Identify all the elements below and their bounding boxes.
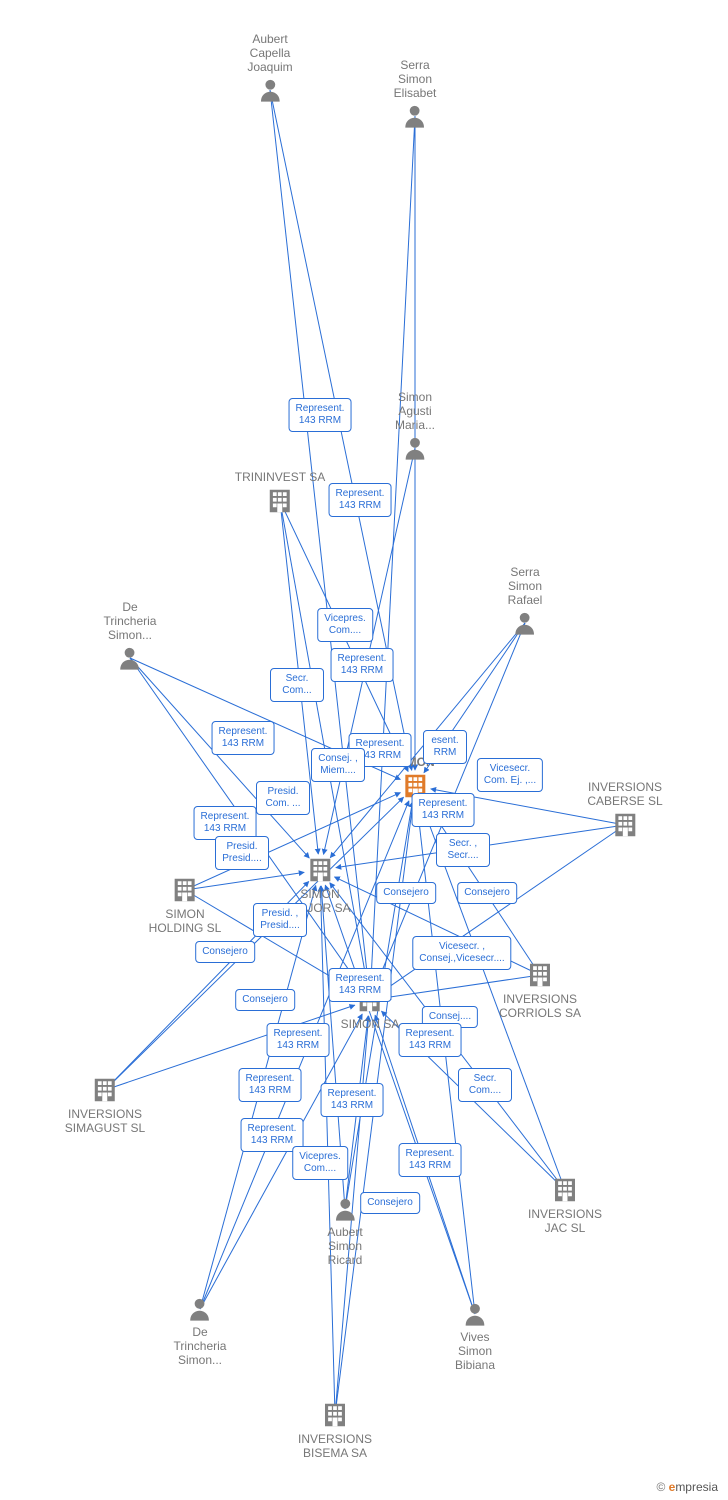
building-icon [528,1175,602,1205]
node-trininvest[interactable]: TRININVEST SA [235,470,325,516]
node-label: DeTrincheriaSimon... [104,600,157,642]
edge-label: Represent.143 RRM [399,1143,462,1177]
node-serra_rafael[interactable]: SerraSimonRafael [508,565,543,637]
node-label: SIMON SA [341,1017,400,1031]
node-simon_agusti[interactable]: SimonAgustiMaria... [395,390,435,462]
node-aubert_joaquim[interactable]: AubertCapellaJoaquim [247,32,292,104]
person-icon [395,434,435,462]
edge-label: Represent.143 RRM [267,1023,330,1057]
edge-label: Secr. ,Secr.... [436,833,490,867]
person-icon [327,1195,362,1223]
edge-label: Consejero [195,941,255,963]
building-icon [289,855,350,885]
node-inversions_bisema[interactable]: INVERSIONSBISEMA SA [298,1400,372,1460]
edge-label: Vicesecr.Com. Ej. ,... [477,758,543,792]
edge-label: Represent.143 RRM [412,793,475,827]
person-icon [247,76,292,104]
node-label: INVERSIONSJAC SL [528,1207,602,1235]
node-label: INVERSIONSBISEMA SA [298,1432,372,1460]
edge-label: Secr.Com... [270,668,324,702]
building-icon [235,486,325,516]
edge-label: Consejero [360,1192,420,1214]
edge-label: Represent.143 RRM [212,721,275,755]
node-label: TRININVEST SA [235,470,325,484]
node-inversions_jac[interactable]: INVERSIONSJAC SL [528,1175,602,1235]
building-icon [298,1400,372,1430]
building-icon [587,810,662,840]
node-serra_elisabet[interactable]: SerraSimonElisabet [394,58,437,130]
edge-label: Vicepres.Com.... [292,1146,348,1180]
person-icon [394,102,437,130]
edge [417,802,475,1314]
node-label: AubertCapellaJoaquim [247,32,292,74]
edge-label: Consejero [235,989,295,1011]
edge-label: Represent.143 RRM [329,968,392,1002]
node-aubert_ricard[interactable]: AubertSimonRicard [327,1195,362,1267]
node-inversions_corriols[interactable]: INVERSIONSCORRIOLS SA [499,960,581,1020]
node-label: INVERSIONSCORRIOLS SA [499,992,581,1020]
edge-label: Represent.143 RRM [399,1023,462,1057]
node-label: SerraSimonRafael [508,565,543,607]
brand-rest: mpresia [675,1480,718,1494]
person-icon [104,644,157,672]
node-label: AubertSimonRicard [327,1225,362,1267]
node-vives_bibiana[interactable]: VivesSimonBibiana [455,1300,495,1372]
edge-label: Represent.143 RRM [329,483,392,517]
edge-label: Represent.143 RRM [239,1068,302,1102]
person-icon [455,1300,495,1328]
edge-label: esent.RRM [423,730,467,764]
edge-label: Presid. ,Presid.... [253,903,307,937]
node-label: DeTrincheriaSimon... [174,1325,227,1367]
node-inversions_simagust[interactable]: INVERSIONSSIMAGUST SL [65,1075,145,1135]
node-de_trincheria2[interactable]: DeTrincheriaSimon... [174,1295,227,1367]
edge-label: Presid.Com. ... [256,781,310,815]
building-icon [149,875,222,905]
edge-label: Consej. ,Miem.... [311,748,365,782]
edge-label: Represent.143 RRM [321,1083,384,1117]
person-icon [174,1295,227,1323]
edge-label: Secr.Com.... [458,1068,512,1102]
building-icon [65,1075,145,1105]
edge [270,90,368,984]
edge-label: Represent.143 RRM [289,398,352,432]
edge-label: Presid.Presid.... [215,836,269,870]
node-label: SimonAgustiMaria... [395,390,435,432]
node-simon_holding[interactable]: SIMONHOLDING SL [149,875,222,935]
node-label: VivesSimonBibiana [455,1330,495,1372]
node-inversions_caberse[interactable]: INVERSIONSCABERSE SL [587,780,662,840]
edge-label: Vicepres.Com.... [317,608,373,642]
node-de_trincheria1[interactable]: DeTrincheriaSimon... [104,600,157,672]
node-label: INVERSIONSSIMAGUST SL [65,1107,145,1135]
footer-credit: © empresia [656,1480,718,1494]
edge-label: Represent.143 RRM [331,648,394,682]
edge [371,116,415,984]
edge-label: Consejero [457,882,517,904]
node-label: SerraSimonElisabet [394,58,437,100]
node-label: SIMONHOLDING SL [149,907,222,935]
edge-label: Represent.143 RRM [194,806,257,840]
copyright-symbol: © [656,1480,665,1494]
edge-label: Vicesecr. ,Consej.,Vicesecr.... [412,936,511,970]
node-label: INVERSIONSCABERSE SL [587,780,662,808]
person-icon [508,609,543,637]
edge-label: Consejero [376,882,436,904]
